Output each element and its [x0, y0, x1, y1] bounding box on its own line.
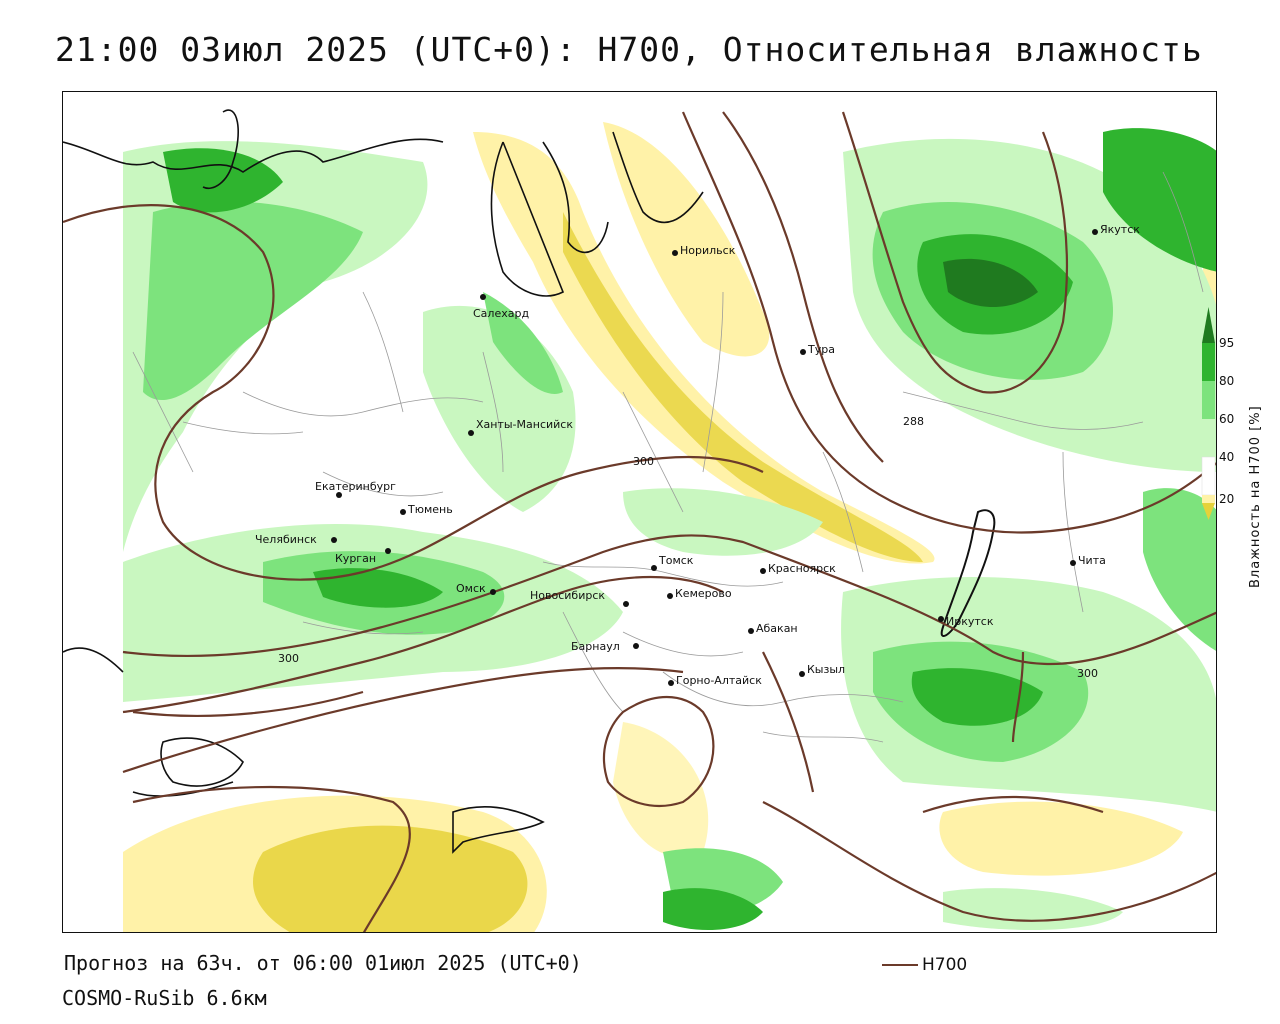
- contour-label: 300: [1077, 667, 1098, 680]
- dry-areas: [123, 122, 1216, 932]
- city-salekhard: Салехард: [473, 294, 529, 320]
- humidity-colorbar: 95 80 60 40 20: [1201, 307, 1234, 520]
- svg-text:Екатеринбург: Екатеринбург: [315, 480, 396, 493]
- city-irkutsk: Иркутск: [938, 615, 994, 628]
- colorbar-tick: 80: [1219, 374, 1234, 388]
- svg-text:Чита: Чита: [1078, 554, 1106, 567]
- svg-text:Тура: Тура: [807, 343, 835, 356]
- legend-line-swatch: [882, 964, 918, 966]
- city-chelyabinsk: Челябинск: [255, 533, 337, 546]
- svg-text:Якутск: Якутск: [1100, 223, 1140, 236]
- svg-text:Салехард: Салехард: [473, 307, 529, 320]
- svg-text:Красноярск: Красноярск: [768, 562, 836, 575]
- svg-text:Барнаул: Барнаул: [571, 640, 620, 653]
- city-kurgan: Курган: [335, 548, 391, 565]
- svg-text:Абакан: Абакан: [756, 622, 798, 635]
- city-barnaul: Барнаул: [571, 640, 639, 653]
- svg-text:Норильск: Норильск: [680, 244, 736, 257]
- svg-text:Курган: Курган: [335, 552, 376, 565]
- city-chita: Чита: [1070, 554, 1106, 567]
- city-kemerovo: Кемерово: [667, 587, 732, 600]
- legend-label: H700: [922, 955, 968, 975]
- contour-legend: H700: [882, 955, 967, 975]
- city-tyumen: Тюмень: [400, 503, 453, 516]
- svg-text:Новосибирск: Новосибирск: [530, 589, 605, 602]
- colorbar-tick: 95: [1219, 336, 1234, 350]
- city-markers: Норильск Якутск Салехард Тура Ханты-Манс…: [255, 223, 1140, 687]
- city-kyzyl: Кызыл: [799, 663, 845, 677]
- city-gorno-altaysk: Горно-Алтайск: [668, 674, 762, 687]
- model-name: COSMO-RuSib 6.6км: [62, 986, 267, 1010]
- coastlines: [63, 109, 704, 854]
- map-panel: 300 288 300 300 Норильск Якутск Салехард…: [62, 91, 1217, 933]
- city-novosibirsk: Новосибирск: [530, 589, 629, 607]
- map-title: 21:00 03июл 2025 (UTC+0): H700, Относите…: [55, 30, 1203, 69]
- svg-text:Омск: Омск: [456, 582, 486, 595]
- contour-label: 288: [903, 415, 924, 428]
- contour-labels: 300 288 300 300: [278, 415, 1098, 680]
- city-krasnoyarsk: Красноярск: [760, 562, 836, 575]
- colorbar-tick: 40: [1219, 450, 1234, 464]
- moist-areas: [123, 128, 1216, 931]
- svg-text:Кемерово: Кемерово: [675, 587, 732, 600]
- contour-label: 300: [278, 652, 299, 665]
- contour-label: 300: [633, 455, 654, 468]
- city-tomsk: Томск: [651, 554, 694, 571]
- lake-baikal: [940, 509, 996, 637]
- city-yekaterinburg: Екатеринбург: [315, 480, 396, 498]
- regional-borders: [132, 171, 1204, 743]
- colorbar-tick: 20: [1219, 492, 1234, 506]
- svg-text:Горно-Алтайск: Горно-Алтайск: [676, 674, 762, 687]
- city-abakan: Абакан: [748, 622, 798, 635]
- colorbar-title: Влажность на H700 [%]: [1248, 405, 1263, 588]
- colorbar-tick: 60: [1219, 412, 1234, 426]
- forecast-info: Прогноз на 63ч. от 06:00 01июл 2025 (UTC…: [64, 951, 582, 975]
- city-tura: Тура: [800, 343, 835, 356]
- city-omsk: Омск: [456, 582, 496, 595]
- city-norilsk: Норильск: [672, 244, 736, 257]
- city-yakutsk: Якутск: [1092, 223, 1140, 236]
- svg-text:Ханты-Мансийск: Ханты-Мансийск: [476, 418, 573, 431]
- svg-text:Тюмень: Тюмень: [407, 503, 453, 516]
- svg-text:Челябинск: Челябинск: [255, 533, 317, 546]
- svg-text:Иркутск: Иркутск: [946, 615, 994, 628]
- svg-text:Томск: Томск: [658, 554, 694, 567]
- humidity-map: 300 288 300 300 Норильск Якутск Салехард…: [63, 109, 1216, 932]
- city-khanty-mansiysk: Ханты-Мансийск: [468, 418, 573, 436]
- h700-contours: [63, 111, 1216, 932]
- svg-text:Кызыл: Кызыл: [807, 663, 845, 676]
